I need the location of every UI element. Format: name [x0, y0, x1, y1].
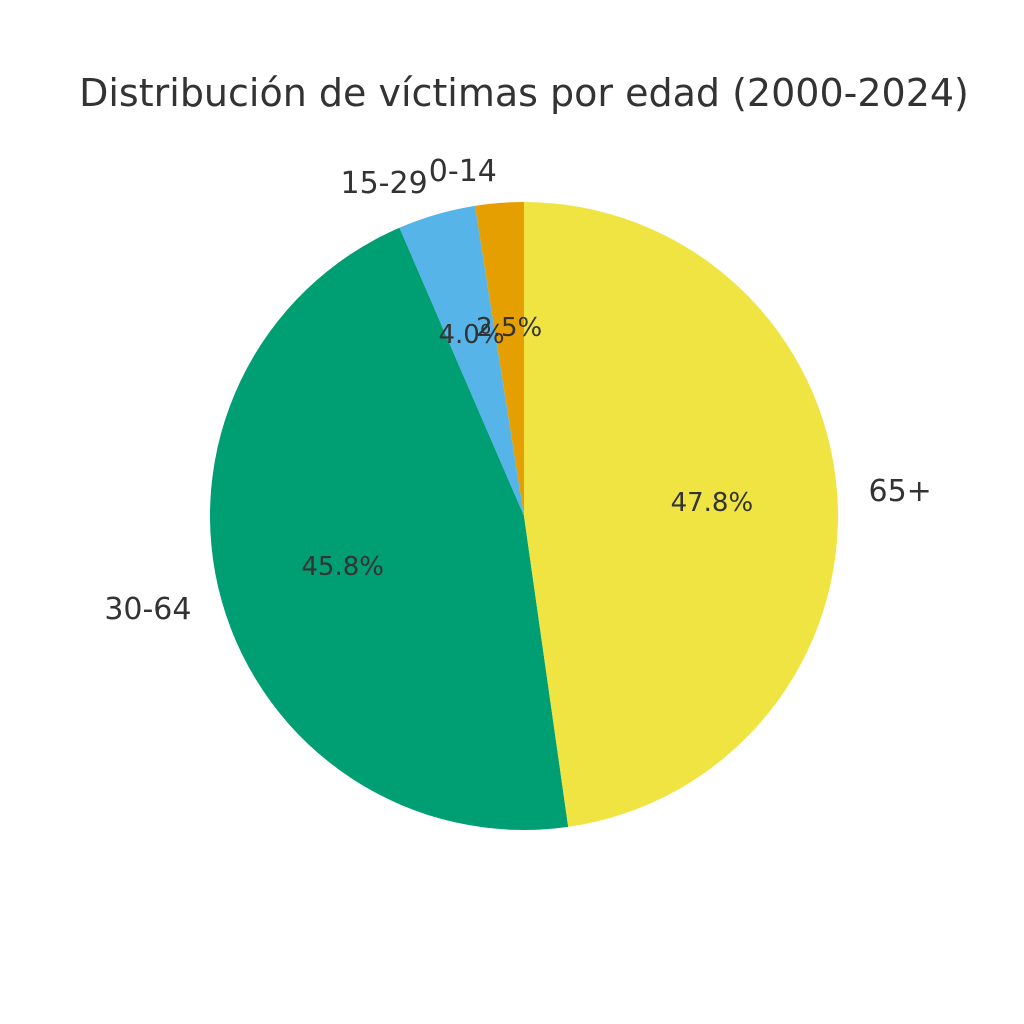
slice-label-30-64: 30-64 — [104, 591, 192, 627]
slice-label-15-29: 15-29 — [340, 166, 428, 202]
pct-label-65plus: 47.8% — [670, 487, 754, 518]
slice-label-0-14: 0-14 — [428, 153, 497, 189]
pie-slice-65+ — [524, 202, 838, 827]
pie-slice-15-29 — [399, 205, 524, 517]
pct-label-30-64: 45.8% — [301, 552, 384, 583]
chart-title: Distribución de víctimas por edad (2000-… — [79, 71, 969, 115]
pie-slice-30-64 — [209, 227, 569, 830]
pct-label-15-29: 4.0% — [438, 320, 505, 351]
pie-slice-0-14 — [474, 202, 524, 516]
slice-label-65plus: 65+ — [868, 473, 932, 509]
pct-label-0-14: 2.5% — [476, 313, 543, 344]
